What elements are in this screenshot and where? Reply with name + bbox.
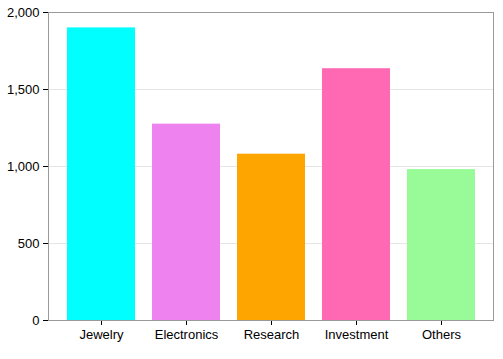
svg-text:Others: Others	[422, 327, 462, 342]
svg-text:2,000: 2,000	[7, 5, 40, 20]
svg-text:0: 0	[32, 313, 39, 328]
svg-text:1,000: 1,000	[7, 159, 40, 174]
svg-text:Research: Research	[244, 327, 300, 342]
svg-text:Jewelry: Jewelry	[79, 327, 124, 342]
svg-text:500: 500	[18, 236, 40, 251]
svg-text:Electronics: Electronics	[155, 327, 219, 342]
svg-text:Investment: Investment	[325, 327, 389, 342]
svg-text:1,500: 1,500	[7, 82, 40, 97]
